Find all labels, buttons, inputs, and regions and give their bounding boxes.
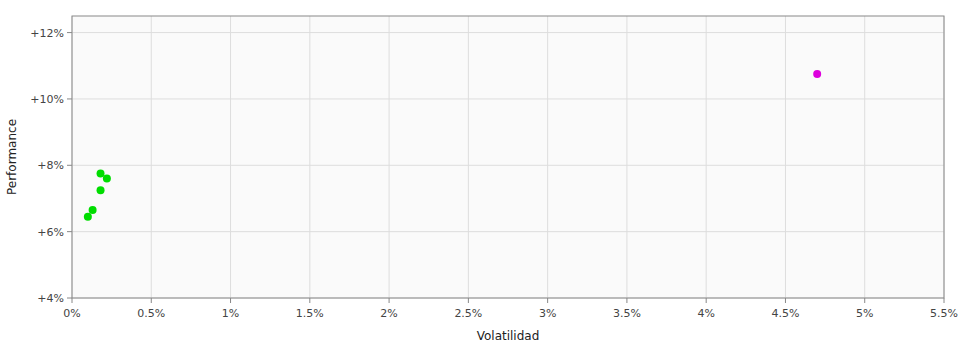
x-grid-line: [706, 16, 707, 298]
plot-frame: [72, 16, 944, 298]
x-tick-label: 0.5%: [137, 307, 165, 320]
x-tick: [151, 298, 152, 303]
x-grid-line: [864, 16, 865, 298]
x-tick: [230, 298, 231, 303]
y-tick-label: +6%: [37, 226, 64, 239]
x-tick-label: 4.5%: [771, 307, 799, 320]
point: [97, 186, 105, 194]
chart-container: 0% 0.5% 1% 1.5% 2% 2.5% 3% 3.5% 4% 4.5% 5% 5.5% +4% +…: [0, 0, 966, 350]
x-tick: [706, 298, 707, 303]
x-grid-line: [230, 16, 231, 298]
x-grid-line: [309, 16, 310, 298]
x-tick: [468, 298, 469, 303]
x-tick-label: 0%: [63, 307, 80, 320]
x-grid-line: [547, 16, 548, 298]
x-tick-label: 5%: [856, 307, 873, 320]
point: [97, 170, 105, 178]
point: [103, 175, 111, 183]
y-tick: [67, 165, 72, 166]
x-grid-line: [389, 16, 390, 298]
y-tick: [67, 298, 72, 299]
x-tick: [72, 298, 73, 303]
y-tick: [67, 32, 72, 33]
x-tick-label: 2%: [380, 307, 397, 320]
plot-background: [72, 16, 944, 298]
y-tick: [67, 231, 72, 232]
x-axis-label: Volatilidad: [477, 329, 540, 343]
x-grid-line: [785, 16, 786, 298]
x-tick-label: 3%: [539, 307, 556, 320]
y-grid-line: [72, 165, 944, 166]
x-tick: [944, 298, 945, 303]
x-grid-line: [151, 16, 152, 298]
y-tick-label: +4%: [37, 292, 64, 305]
point: [84, 213, 92, 221]
y-tick-label: +10%: [30, 93, 64, 106]
x-tick: [309, 298, 310, 303]
grid: [72, 16, 944, 298]
y-tick-label: +8%: [37, 159, 64, 172]
x-grid-line: [626, 16, 627, 298]
y-tick-label: +12%: [30, 27, 64, 40]
x-tick-label: 5.5%: [930, 307, 958, 320]
points: [84, 70, 821, 221]
x-grid-line: [468, 16, 469, 298]
y-grid-line: [72, 32, 944, 33]
x-tick: [626, 298, 627, 303]
series: [813, 70, 821, 78]
y-axis-label: Performance: [5, 119, 19, 195]
point: [813, 70, 821, 78]
x-tick: [785, 298, 786, 303]
x-tick-label: 3.5%: [613, 307, 641, 320]
chart: 0% 0.5% 1% 1.5% 2% 2.5% 3% 3.5% 4% 4.5% 5% 5.5% +4% +…: [0, 0, 966, 350]
point: [89, 206, 97, 214]
y-grid-line: [72, 98, 944, 99]
y-grid-line: [72, 231, 944, 232]
x-tick-label: 1.5%: [296, 307, 324, 320]
x-tick-label: 4%: [697, 307, 714, 320]
x-tick: [864, 298, 865, 303]
x-tick-label: 1%: [222, 307, 239, 320]
tick-labels: 0% 0.5% 1% 1.5% 2% 2.5% 3% 3.5% 4% 4.5% 5% 5.5% +4% +…: [30, 27, 958, 320]
page: {"chart_data": { "type": "scatter", "xla…: [0, 0, 966, 350]
series: [84, 170, 111, 221]
x-tick-label: 2.5%: [454, 307, 482, 320]
x-tick: [547, 298, 548, 303]
x-tick: [389, 298, 390, 303]
y-tick: [67, 98, 72, 99]
